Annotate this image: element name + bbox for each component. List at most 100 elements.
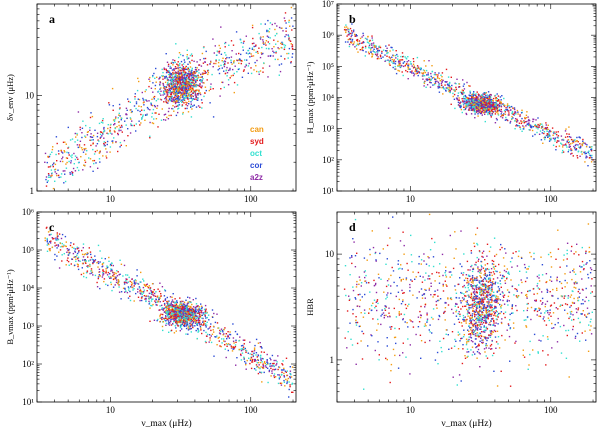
data-point [497, 106, 499, 109]
data-point [150, 297, 152, 299]
data-point [175, 43, 177, 45]
data-point [172, 64, 174, 66]
data-point [264, 42, 266, 44]
data-point [280, 384, 283, 386]
data-point [199, 86, 202, 88]
data-point [248, 52, 251, 54]
data-point [45, 227, 48, 229]
data-point [389, 59, 392, 61]
data-point [474, 97, 476, 99]
data-point [199, 309, 202, 311]
data-point [176, 96, 179, 99]
data-point [277, 382, 280, 385]
data-point [463, 88, 466, 90]
data-point [484, 96, 486, 99]
data-point [184, 78, 186, 81]
data-point [99, 137, 101, 139]
data-point [384, 54, 386, 56]
data-point [568, 149, 570, 151]
data-point [473, 104, 476, 106]
data-point [186, 74, 189, 77]
data-point [281, 41, 283, 44]
data-point [502, 114, 504, 116]
data-point [554, 133, 557, 135]
data-point [107, 127, 109, 130]
data-point [174, 298, 176, 300]
data-point [403, 61, 406, 63]
data-point [180, 325, 183, 327]
data-point [516, 121, 518, 123]
data-point [95, 145, 97, 147]
data-point [203, 313, 205, 316]
data-point [68, 160, 70, 163]
data-point [204, 61, 206, 63]
data-point [587, 151, 589, 153]
data-point [495, 111, 497, 113]
data-point [513, 114, 515, 116]
data-point [152, 291, 154, 293]
data-point [557, 131, 559, 133]
data-point [81, 132, 83, 134]
data-point [96, 143, 99, 145]
data-point [259, 70, 262, 72]
data-point [581, 144, 584, 147]
data-point [183, 90, 186, 92]
data-point [395, 68, 397, 70]
data-point [260, 366, 262, 368]
data-point [229, 343, 231, 346]
data-point [564, 144, 566, 146]
data-point [166, 95, 168, 97]
data-point [196, 315, 198, 317]
data-point [76, 246, 78, 248]
data-point [184, 107, 186, 110]
data-point [171, 299, 174, 301]
data-point [57, 150, 60, 152]
data-point [176, 85, 179, 87]
data-point [92, 134, 95, 137]
data-point [568, 136, 571, 138]
data-point [179, 81, 181, 83]
data-point [547, 136, 549, 138]
data-point [211, 333, 214, 335]
data-point [70, 242, 72, 244]
data-point [484, 111, 486, 113]
data-point [356, 38, 359, 41]
data-point [156, 296, 159, 298]
data-point [568, 126, 570, 128]
data-point [199, 93, 202, 96]
data-point [171, 317, 173, 319]
data-point [177, 305, 179, 307]
data-point [139, 292, 141, 294]
data-point [188, 301, 191, 303]
data-point [178, 87, 180, 89]
data-point [468, 107, 470, 109]
data-point [84, 161, 87, 163]
data-point [140, 106, 142, 108]
data-point [435, 74, 438, 76]
data-point [477, 93, 480, 95]
data-point [177, 99, 179, 101]
data-point [228, 57, 230, 59]
data-point [462, 79, 464, 81]
data-point [451, 84, 453, 87]
data-point [141, 299, 143, 302]
data-point [169, 83, 172, 85]
data-point [182, 306, 184, 308]
y-tick-label: 10⁴ [322, 93, 334, 103]
data-point [461, 93, 464, 95]
data-point [191, 308, 193, 310]
data-point [58, 153, 60, 155]
data-point [379, 55, 382, 58]
data-point [220, 328, 223, 330]
data-point [128, 276, 130, 279]
data-point [179, 86, 181, 88]
data-point [112, 275, 114, 277]
data-point [415, 69, 417, 71]
data-point [381, 52, 383, 54]
data-point [423, 75, 426, 77]
data-point [497, 99, 500, 101]
data-point [471, 101, 473, 103]
data-point [198, 72, 200, 74]
data-point [506, 109, 508, 111]
data-point [189, 75, 191, 77]
